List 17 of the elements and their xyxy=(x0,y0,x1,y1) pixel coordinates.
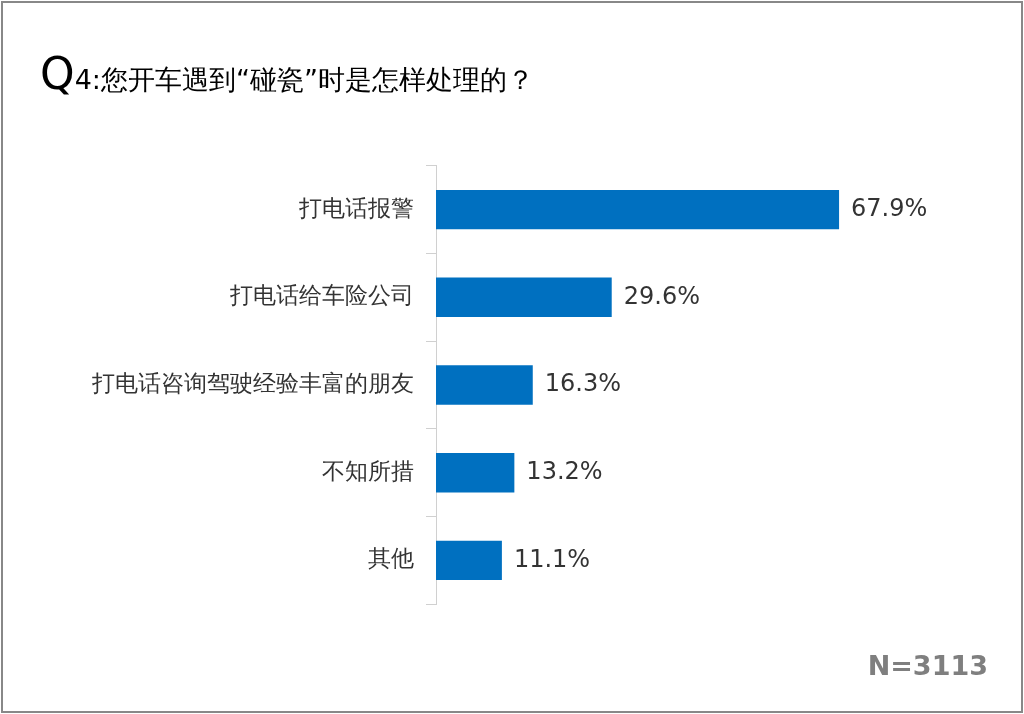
y-tick-label: 不知所措 xyxy=(322,457,414,484)
data-label: 13.2% xyxy=(526,456,603,485)
bar xyxy=(436,365,533,405)
chart-title: Q4:您开车遇到“碰瓷”时是怎样处理的？ xyxy=(40,48,534,99)
text: N=3113 xyxy=(867,650,988,681)
bar xyxy=(436,277,612,318)
y-tick-label: 其他 xyxy=(368,545,414,572)
bar xyxy=(436,452,515,493)
bar xyxy=(436,540,502,581)
y-tick-label: 打电话报警 xyxy=(298,194,414,221)
data-label: 11.1% xyxy=(513,544,591,573)
data-label: 29.6% xyxy=(623,281,700,310)
data-label: 16.3% xyxy=(544,369,622,398)
data-label: 67.9% xyxy=(851,193,928,222)
y-tick-label: 打电话咨询驾驶经验丰富的朋友 xyxy=(91,369,414,396)
bar xyxy=(436,189,840,230)
y-tick-label: 打电话给车险公司 xyxy=(229,282,414,309)
